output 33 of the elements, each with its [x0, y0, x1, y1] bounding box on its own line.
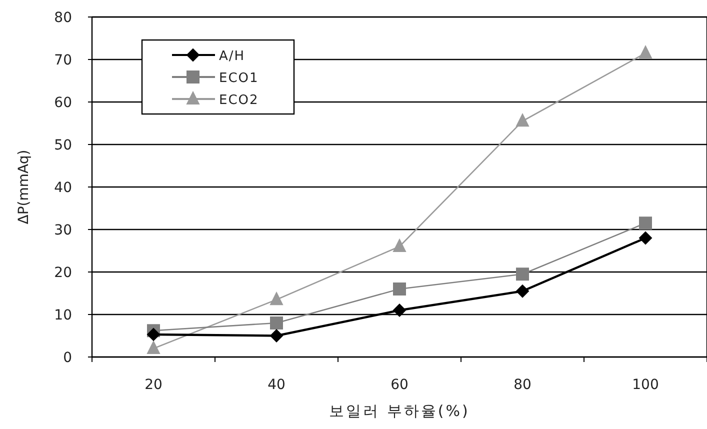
y-tick-label: 30: [54, 222, 72, 238]
y-tick-label: 10: [54, 308, 72, 324]
point: [270, 329, 283, 342]
y-tick-label: 70: [54, 52, 72, 68]
x-tick-label: 80: [514, 377, 532, 393]
legend-label: ECO1: [219, 71, 259, 86]
legend-label: ECO2: [219, 93, 259, 108]
y-tick-label: 60: [54, 95, 72, 111]
x-tick-label: 40: [268, 377, 286, 393]
point: [639, 46, 652, 59]
point: [639, 232, 652, 244]
point: [516, 284, 529, 298]
point: [270, 316, 283, 330]
point: [147, 328, 160, 341]
point: [393, 239, 406, 252]
y-tick-label: 80: [54, 10, 72, 26]
x-tick-label: 60: [390, 377, 408, 393]
y-axis-title: ΔP(mmAq): [16, 150, 32, 224]
y-tick-label: 0: [63, 350, 72, 366]
point: [393, 282, 406, 296]
y-tick-label: 50: [54, 138, 72, 154]
point: [516, 268, 529, 281]
x-tick-label: 20: [144, 377, 162, 393]
point: [147, 341, 160, 354]
x-axis-title: 보일러 부하율(%): [329, 402, 470, 420]
point: [270, 292, 283, 306]
y-tick-label: 40: [54, 180, 72, 196]
x-tick-label: 100: [632, 377, 659, 393]
point: [393, 304, 406, 317]
point: [639, 216, 652, 230]
y-tick-label: 20: [54, 265, 72, 281]
legend-label: A/H: [219, 49, 246, 64]
point: [516, 114, 529, 127]
